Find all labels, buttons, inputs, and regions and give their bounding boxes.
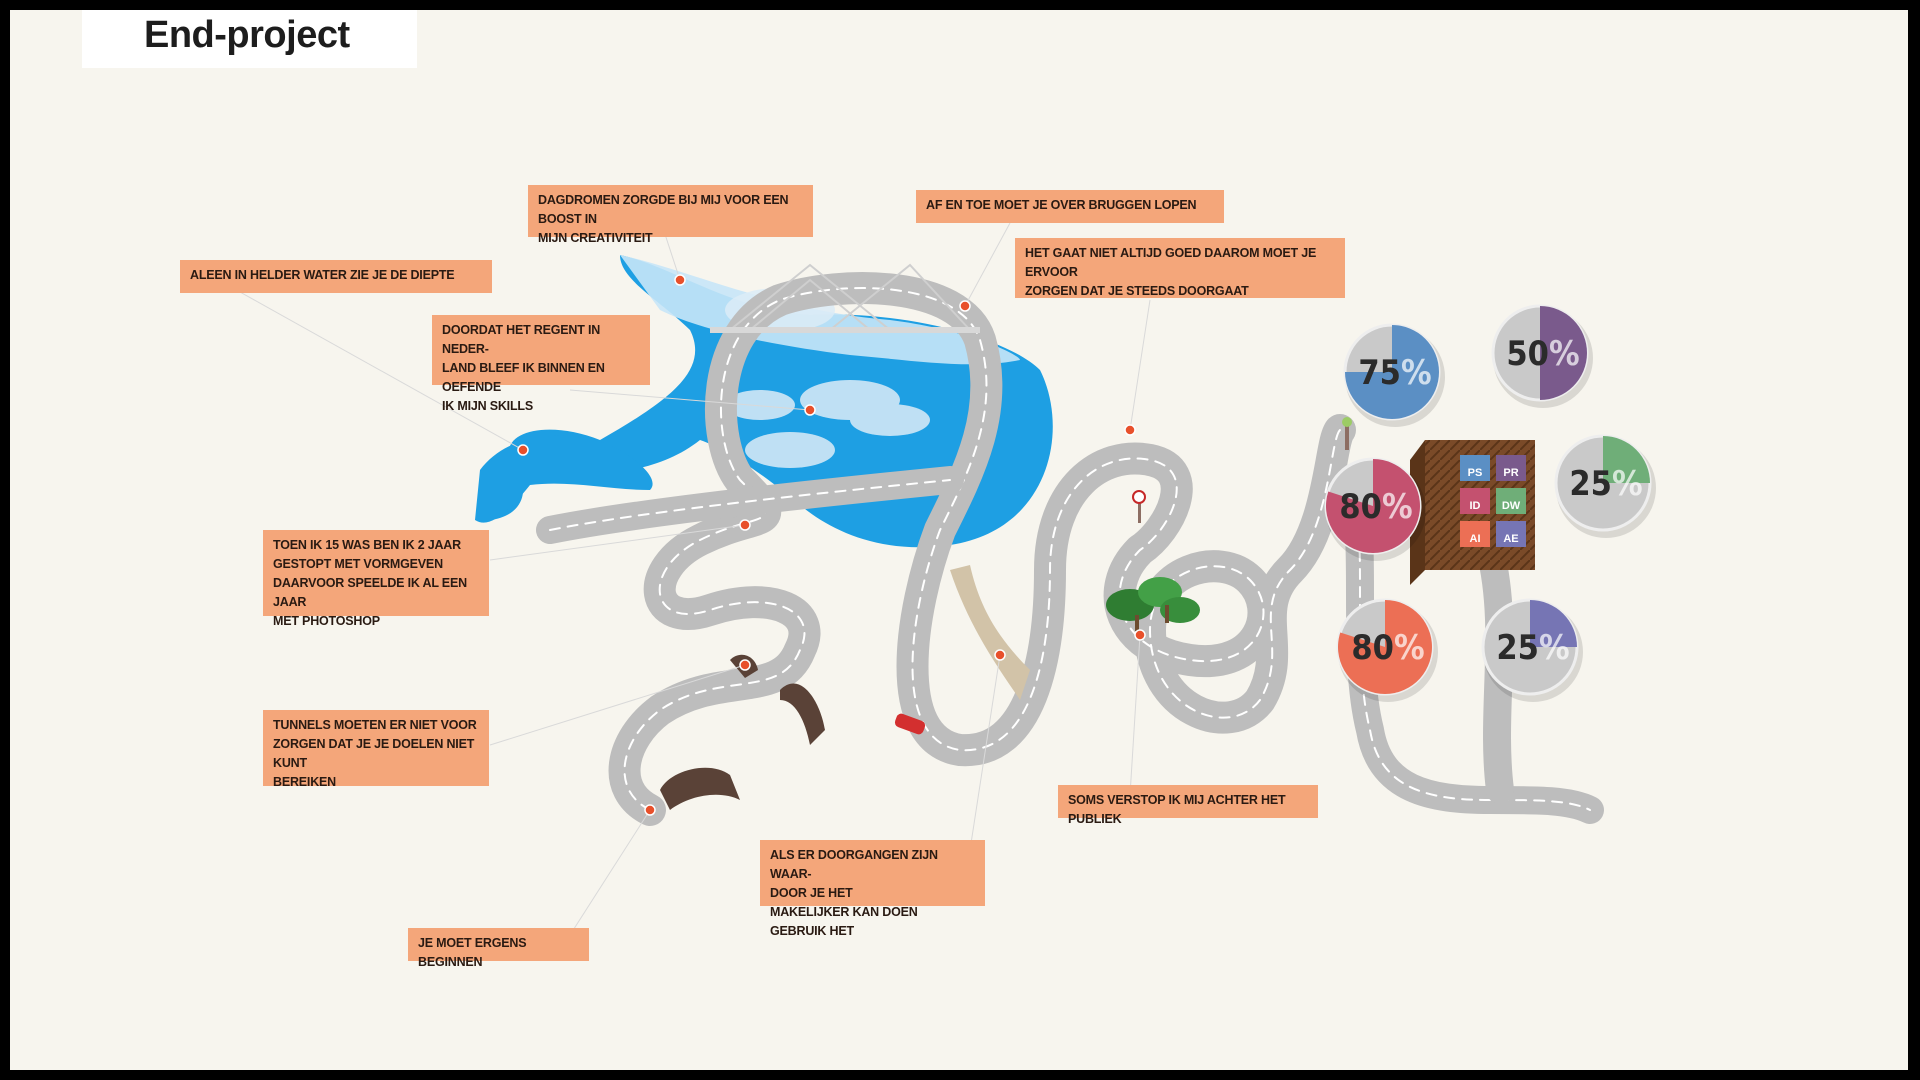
skill-pie-value: 80% bbox=[1351, 628, 1424, 668]
callout-gestopt: Toen ik 15 was ben ik 2 jaar gestopt met… bbox=[263, 530, 489, 628]
callout-helder-water: Aleen in helder water zie je de diepte bbox=[180, 260, 492, 293]
crate-label-ps: PS bbox=[1468, 467, 1483, 479]
callout-doorgaan: Het gaat niet altijd goed daarom moet je… bbox=[1015, 238, 1345, 298]
skill-pie-slice bbox=[1540, 306, 1587, 400]
crate-label-ae: AE bbox=[1503, 533, 1518, 545]
crate-label-id: ID bbox=[1470, 500, 1481, 512]
callout-publiek: Soms verstop ik mij achter het publiek bbox=[1058, 785, 1318, 826]
skill-pie-value: 50% bbox=[1506, 334, 1579, 374]
skill-pie-slice bbox=[1530, 600, 1577, 647]
car bbox=[894, 713, 926, 735]
skill-pie-pr: 50% bbox=[1491, 304, 1593, 408]
callout-doorgangen: Als er doorgangen zijn waar- door je het… bbox=[760, 840, 985, 938]
crate-labels: PS PR ID DW AI AE bbox=[1468, 467, 1521, 545]
page-title: End-project bbox=[144, 14, 350, 56]
signpost bbox=[1132, 417, 1352, 523]
crate-label-ai: AI bbox=[1470, 533, 1481, 545]
skill-pie-ae: 25% bbox=[1481, 598, 1583, 702]
leader-lines bbox=[239, 222, 1151, 936]
skill-pie-value: 25% bbox=[1496, 628, 1569, 668]
skill-pies: 75% 50% 25% 80% 80% 25% bbox=[1324, 304, 1656, 702]
trees bbox=[1106, 577, 1200, 631]
skill-pie-value: 25% bbox=[1569, 464, 1642, 504]
skill-pie-ai: 80% bbox=[1336, 598, 1438, 702]
skill-pie-slice bbox=[1603, 436, 1650, 483]
page-canvas: PS PR ID DW AI AE 75% 50 bbox=[10, 10, 1908, 1070]
sand-path bbox=[950, 565, 1030, 700]
skill-pie-id: 80% bbox=[1324, 457, 1426, 561]
skill-pie-value: 80% bbox=[1339, 487, 1412, 527]
skill-pie-slice bbox=[1337, 600, 1432, 694]
callout-tunnels: Tunnels moeten er niet voor zorgen dat j… bbox=[263, 710, 489, 789]
skill-pie-slice bbox=[1345, 325, 1439, 419]
title-box bbox=[82, 10, 417, 68]
skill-pie-ps: 75% bbox=[1343, 323, 1445, 427]
crate-label-dw: DW bbox=[1502, 500, 1521, 512]
skill-pie-value: 75% bbox=[1358, 353, 1431, 393]
skill-pie-dw: 25% bbox=[1554, 434, 1656, 538]
callout-bruggen: Af en toe moet je over bruggen lopen bbox=[916, 190, 1224, 223]
crate-label-pr: PR bbox=[1503, 467, 1518, 479]
bridge bbox=[710, 263, 980, 333]
route-markers bbox=[517, 274, 1146, 816]
callout-beginnen: Je moet ergens beginnen bbox=[408, 928, 589, 969]
skill-pie-slice bbox=[1326, 459, 1420, 553]
callout-regen: Doordat het regent in neder- land bleef … bbox=[432, 315, 650, 413]
skills-crate bbox=[1410, 440, 1535, 585]
callout-dagdromen: Dagdromen zorgde bij mij voor een boost … bbox=[528, 185, 813, 245]
